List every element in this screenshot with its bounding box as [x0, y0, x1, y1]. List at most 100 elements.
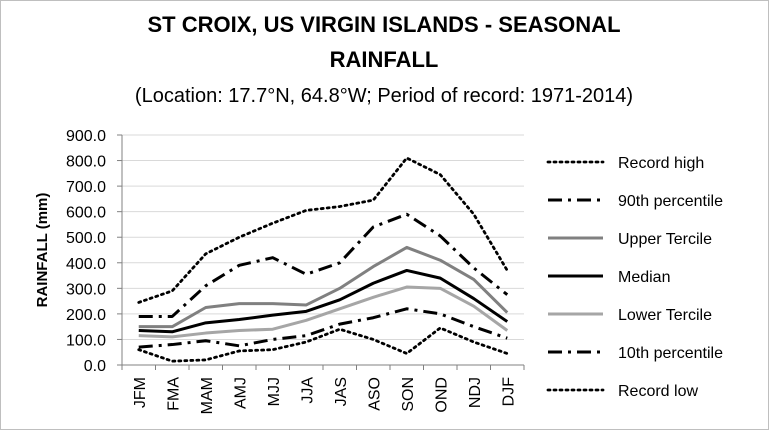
data-point-90th-percentile	[339, 262, 341, 264]
data-point-lower-tercile	[439, 287, 441, 289]
legend-label-record-low: Record low	[618, 383, 698, 400]
data-point-record-low	[138, 348, 140, 350]
data-point-lower-tercile	[406, 286, 408, 288]
data-point-lower-tercile	[171, 336, 173, 338]
x-tick-label: SON	[400, 377, 417, 412]
data-point-10th-percentile	[473, 325, 475, 327]
data-point-lower-tercile	[372, 296, 374, 298]
x-tick-label: NDJ	[467, 377, 484, 408]
data-point-90th-percentile	[238, 264, 240, 266]
data-point-record-low	[506, 352, 508, 354]
x-tick-label: JJA	[299, 377, 316, 404]
data-point-record-high	[339, 205, 341, 207]
legend-label-median: Median	[618, 269, 670, 286]
legend-label-upper-tercile: Upper Tercile	[618, 231, 712, 248]
y-tick-label: 900.0	[66, 128, 106, 145]
data-point-record-low	[473, 341, 475, 343]
data-point-upper-tercile	[406, 246, 408, 248]
x-tick-label: OND	[433, 377, 450, 413]
series-line-90th-percentile	[138, 212, 509, 318]
chart-title-line2: RAINFALL	[330, 47, 439, 72]
data-point-lower-tercile	[272, 328, 274, 330]
data-point-10th-percentile	[506, 337, 508, 339]
data-point-record-low	[171, 360, 173, 362]
series-lines	[137, 156, 509, 363]
x-tick-label: MJJ	[266, 377, 283, 406]
chart-title-line1: ST CROIX, US VIRGIN ISLANDS - SEASONAL	[147, 12, 620, 37]
data-point-90th-percentile	[506, 294, 508, 296]
data-point-record-low	[439, 327, 441, 329]
data-point-10th-percentile	[272, 338, 274, 340]
data-point-record-high	[272, 222, 274, 224]
data-point-record-low	[339, 328, 341, 330]
data-point-record-high	[238, 236, 240, 238]
y-tick-label: 200.0	[66, 307, 106, 324]
data-point-90th-percentile	[205, 285, 207, 287]
data-point-upper-tercile	[138, 325, 140, 327]
data-point-90th-percentile	[372, 226, 374, 228]
y-axis-label: RAINFALL (mm)	[34, 193, 51, 308]
data-point-record-low	[238, 350, 240, 352]
data-point-upper-tercile	[171, 325, 173, 327]
data-point-10th-percentile	[439, 313, 441, 315]
data-point-90th-percentile	[171, 315, 173, 317]
data-point-10th-percentile	[171, 343, 173, 345]
y-tick-label: 500.0	[66, 230, 106, 247]
data-point-10th-percentile	[406, 308, 408, 310]
data-point-record-low	[372, 338, 374, 340]
series-line-record-low	[137, 326, 509, 363]
x-tick-label: AMJ	[232, 377, 249, 409]
x-tick-label: ASO	[366, 377, 383, 411]
data-point-upper-tercile	[439, 259, 441, 261]
data-point-upper-tercile	[272, 302, 274, 304]
data-point-10th-percentile	[138, 346, 140, 348]
data-point-median	[406, 269, 408, 271]
data-point-median	[238, 318, 240, 320]
x-tick-label: JFM	[132, 377, 149, 408]
data-point-10th-percentile	[305, 334, 307, 336]
data-point-record-high	[372, 199, 374, 201]
chart-subtitle: (Location: 17.7°N, 64.8°W; Period of rec…	[135, 85, 633, 107]
series-line-median	[138, 268, 509, 334]
data-point-record-low	[205, 359, 207, 361]
gridlines	[122, 134, 524, 340]
data-point-median	[339, 299, 341, 301]
y-tick-label: 400.0	[66, 256, 106, 273]
data-point-lower-tercile	[305, 319, 307, 321]
data-point-90th-percentile	[272, 256, 274, 258]
data-point-median	[138, 329, 140, 331]
data-point-lower-tercile	[339, 308, 341, 310]
data-point-record-high	[305, 209, 307, 211]
y-tick-label: 100.0	[66, 332, 106, 349]
y-tick-label: 700.0	[66, 179, 106, 196]
data-point-record-high	[506, 269, 508, 271]
legend-label-record-high: Record high	[618, 155, 704, 172]
data-point-10th-percentile	[372, 317, 374, 319]
data-point-lower-tercile	[138, 334, 140, 336]
x-tick-label: DJF	[500, 377, 517, 407]
data-point-upper-tercile	[305, 304, 307, 306]
data-point-lower-tercile	[506, 329, 508, 331]
data-point-record-high	[171, 290, 173, 292]
x-tick-labels: JFM FMA MAM AMJ MJJ JJA JAS ASO SON OND NDJ DJF	[132, 377, 518, 415]
data-point-record-high	[406, 157, 408, 159]
data-point-median	[272, 314, 274, 316]
data-point-10th-percentile	[238, 345, 240, 347]
data-point-record-high	[473, 213, 475, 215]
data-point-median	[473, 297, 475, 299]
y-tick-label: 600.0	[66, 205, 106, 222]
data-point-90th-percentile	[138, 315, 140, 317]
y-tick-labels: 0.0 100.0 200.0 300.0 400.0 500.0 600.0 700.0 80…	[66, 128, 106, 375]
data-point-median	[506, 320, 508, 322]
legend-label-lower-tercile: Lower Tercile	[618, 307, 712, 324]
legend-label-10th-percentile: 10th percentile	[618, 345, 723, 362]
data-point-upper-tercile	[506, 311, 508, 313]
series-line-lower-tercile	[138, 285, 509, 339]
data-point-10th-percentile	[339, 323, 341, 325]
data-point-median	[305, 310, 307, 312]
y-tick-label: 300.0	[66, 281, 106, 298]
data-point-lower-tercile	[205, 332, 207, 334]
series-line-10th-percentile	[138, 307, 508, 349]
